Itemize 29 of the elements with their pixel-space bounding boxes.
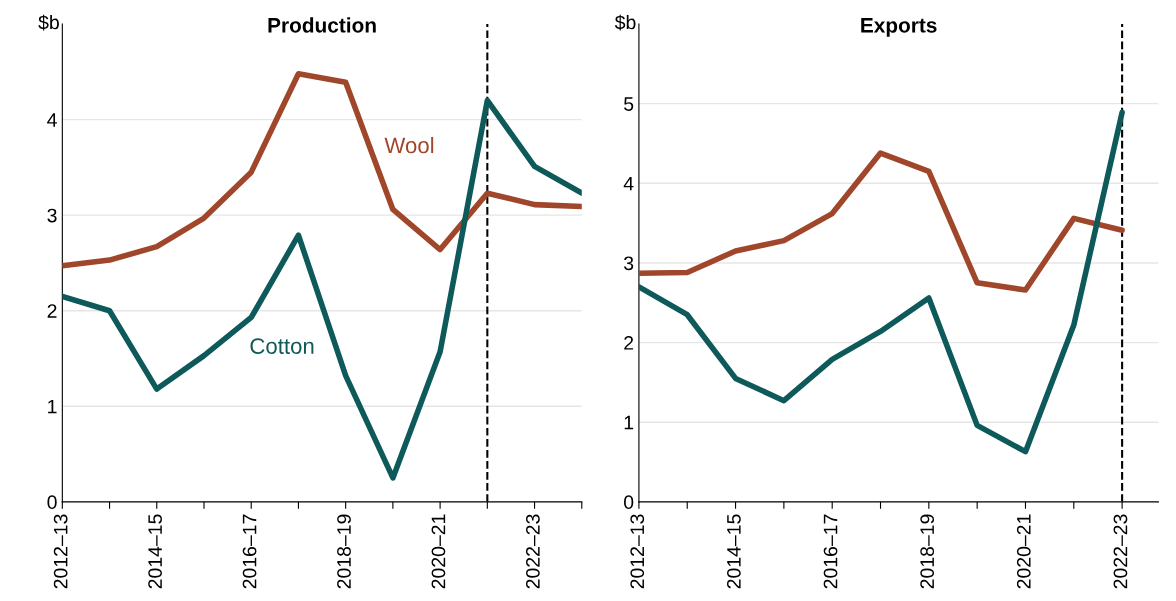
x-tick-label: 2012–13 — [630, 514, 645, 589]
x-tick-label: 2014–15 — [148, 514, 162, 589]
y-tick-label: 0 — [47, 495, 57, 510]
x-tick-label: 2020–21 — [431, 514, 446, 589]
x-tick-label: 2016–17 — [242, 514, 257, 589]
y-tick-label: 0 — [624, 495, 634, 510]
chart-title: Exports — [861, 18, 937, 37]
y-tick-label: 5 — [624, 97, 634, 111]
y-tick-label: 4 — [47, 113, 57, 127]
x-tick-label: 2018–19 — [337, 514, 351, 589]
y-tick-label: 1 — [624, 415, 634, 430]
x-tick-label: 2016–17 — [823, 514, 838, 589]
x-tick-label: 2014–15 — [727, 514, 741, 589]
y-tick-label: 3 — [47, 208, 57, 223]
series-label: Cotton — [250, 338, 314, 354]
y-axis-title: $b — [614, 14, 636, 31]
x-tick-label: 2022–23 — [1113, 514, 1128, 589]
y-tick-label: 4 — [623, 176, 634, 191]
y-tick-label: 2 — [624, 336, 634, 350]
y-axis-title: $b — [38, 14, 59, 31]
y-tick-label: 2 — [47, 304, 57, 318]
y-tick-label: 1 — [48, 399, 57, 414]
y-tick-label: 3 — [623, 256, 634, 271]
x-tick-label: 2022–23 — [526, 514, 540, 589]
x-tick-label: 2012–13 — [53, 514, 68, 589]
x-tick-label: 2020–21 — [1016, 514, 1031, 589]
series-label: Wool — [384, 136, 434, 154]
chart-title: Production — [268, 17, 376, 33]
x-tick-label: 2018–19 — [920, 514, 935, 589]
